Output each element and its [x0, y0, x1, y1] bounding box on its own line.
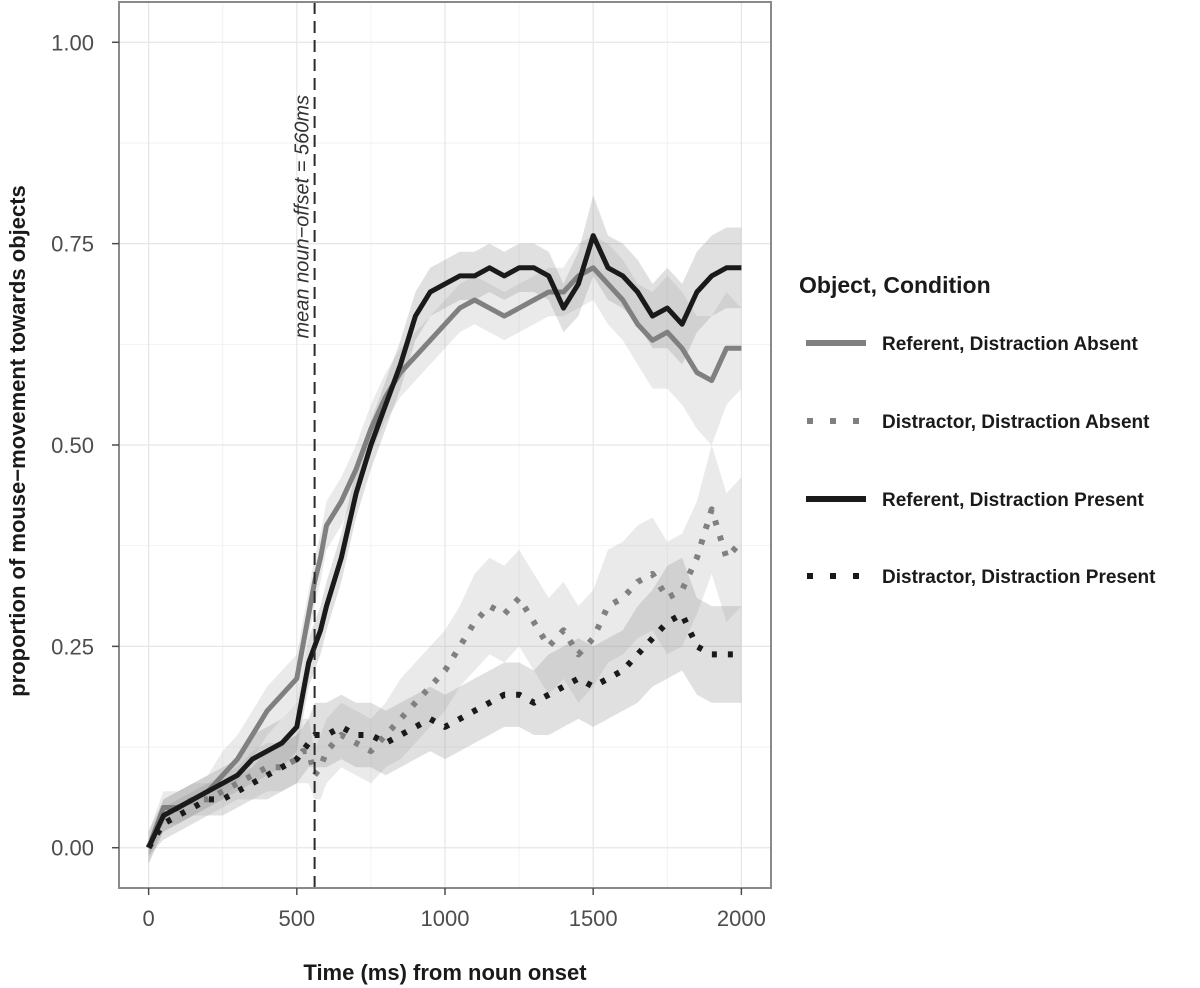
- x-tick-label: 0: [143, 906, 155, 931]
- y-tick-label: 0.50: [51, 433, 94, 458]
- grid: [119, 2, 771, 888]
- legend-label: Distractor, Distraction Present: [882, 567, 1156, 588]
- series-line: [146, 233, 742, 849]
- series-line: [146, 265, 742, 849]
- x-tick-label: 2000: [717, 906, 766, 931]
- confidence-band: [148, 445, 742, 856]
- confidence-band: [148, 557, 742, 856]
- legend-label: Referent, Distraction Absent: [882, 334, 1139, 355]
- y-tick-label: 0.25: [51, 634, 94, 659]
- x-axis-title: Time (ms) from noun onset: [303, 960, 587, 985]
- noun-offset-label: mean noun−offset = 560ms: [292, 95, 314, 339]
- x-tick-label: 500: [278, 906, 315, 931]
- legend-title: Object, Condition: [799, 272, 991, 298]
- legend-label: Distractor, Distraction Absent: [882, 412, 1150, 433]
- y-tick-label: 0.00: [51, 836, 94, 861]
- y-tick-label: 1.00: [51, 30, 94, 55]
- y-axis-title: proportion of mouse−movement towards obj…: [5, 185, 30, 697]
- x-tick-label: 1000: [421, 906, 470, 931]
- series-line: [146, 611, 742, 850]
- legend: Object, Condition Referent, Distraction …: [799, 272, 1156, 588]
- legend-label: Referent, Distraction Present: [882, 490, 1145, 511]
- x-tick-label: 1500: [569, 906, 618, 931]
- series-lines: [145, 233, 744, 850]
- axes: 0 500 1000 1500 2000 0.00 0.25 0.50 0.75 1.00: [51, 30, 766, 931]
- y-tick-label: 0.75: [51, 232, 94, 257]
- annotation: mean noun−offset = 560ms: [292, 2, 316, 888]
